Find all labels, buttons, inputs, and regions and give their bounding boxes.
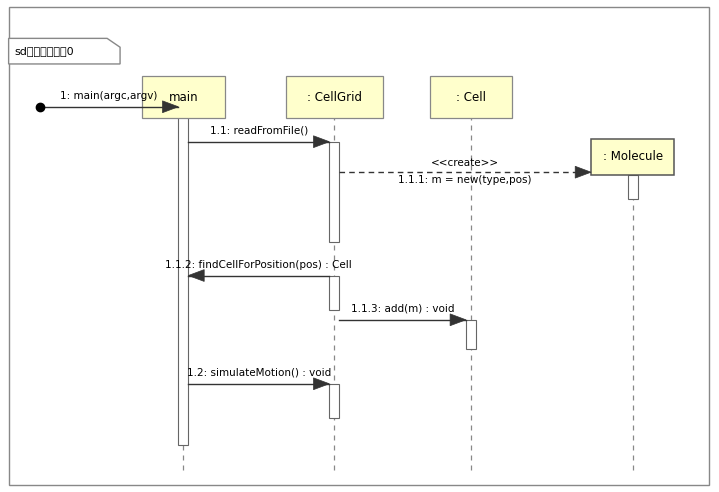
Text: main: main <box>168 91 198 104</box>
Text: : CellGrid: : CellGrid <box>307 91 362 104</box>
Bar <box>591 139 674 175</box>
Text: 1.1: readFromFile(): 1.1: readFromFile() <box>210 126 308 136</box>
Bar <box>178 107 188 445</box>
Bar <box>286 76 383 118</box>
Bar <box>628 175 638 199</box>
Text: : Molecule: : Molecule <box>603 151 663 163</box>
Polygon shape <box>188 270 204 281</box>
Bar <box>329 142 339 242</box>
Bar <box>142 76 224 118</box>
Text: 1.1.2: findCellForPosition(pos) : Cell: 1.1.2: findCellForPosition(pos) : Cell <box>165 260 352 270</box>
Polygon shape <box>450 314 466 326</box>
Text: <<create>>: <<create>> <box>431 158 499 168</box>
Polygon shape <box>313 136 329 148</box>
Bar <box>430 76 512 118</box>
Polygon shape <box>162 101 178 113</box>
Text: sdシーケンス困0: sdシーケンス困0 <box>14 46 74 56</box>
Text: 1.1.1: m = new(type,pos): 1.1.1: m = new(type,pos) <box>398 175 532 184</box>
Bar <box>466 320 476 349</box>
Bar <box>329 276 339 310</box>
Text: 1: main(argc,argv): 1: main(argc,argv) <box>60 91 157 101</box>
Text: 1.2: simulateMotion() : void: 1.2: simulateMotion() : void <box>187 368 331 378</box>
Bar <box>329 384 339 418</box>
Polygon shape <box>313 378 329 390</box>
Text: 1.1.3: add(m) : void: 1.1.3: add(m) : void <box>351 304 454 314</box>
Polygon shape <box>9 38 120 64</box>
Polygon shape <box>575 166 591 178</box>
Text: : Cell: : Cell <box>456 91 486 104</box>
